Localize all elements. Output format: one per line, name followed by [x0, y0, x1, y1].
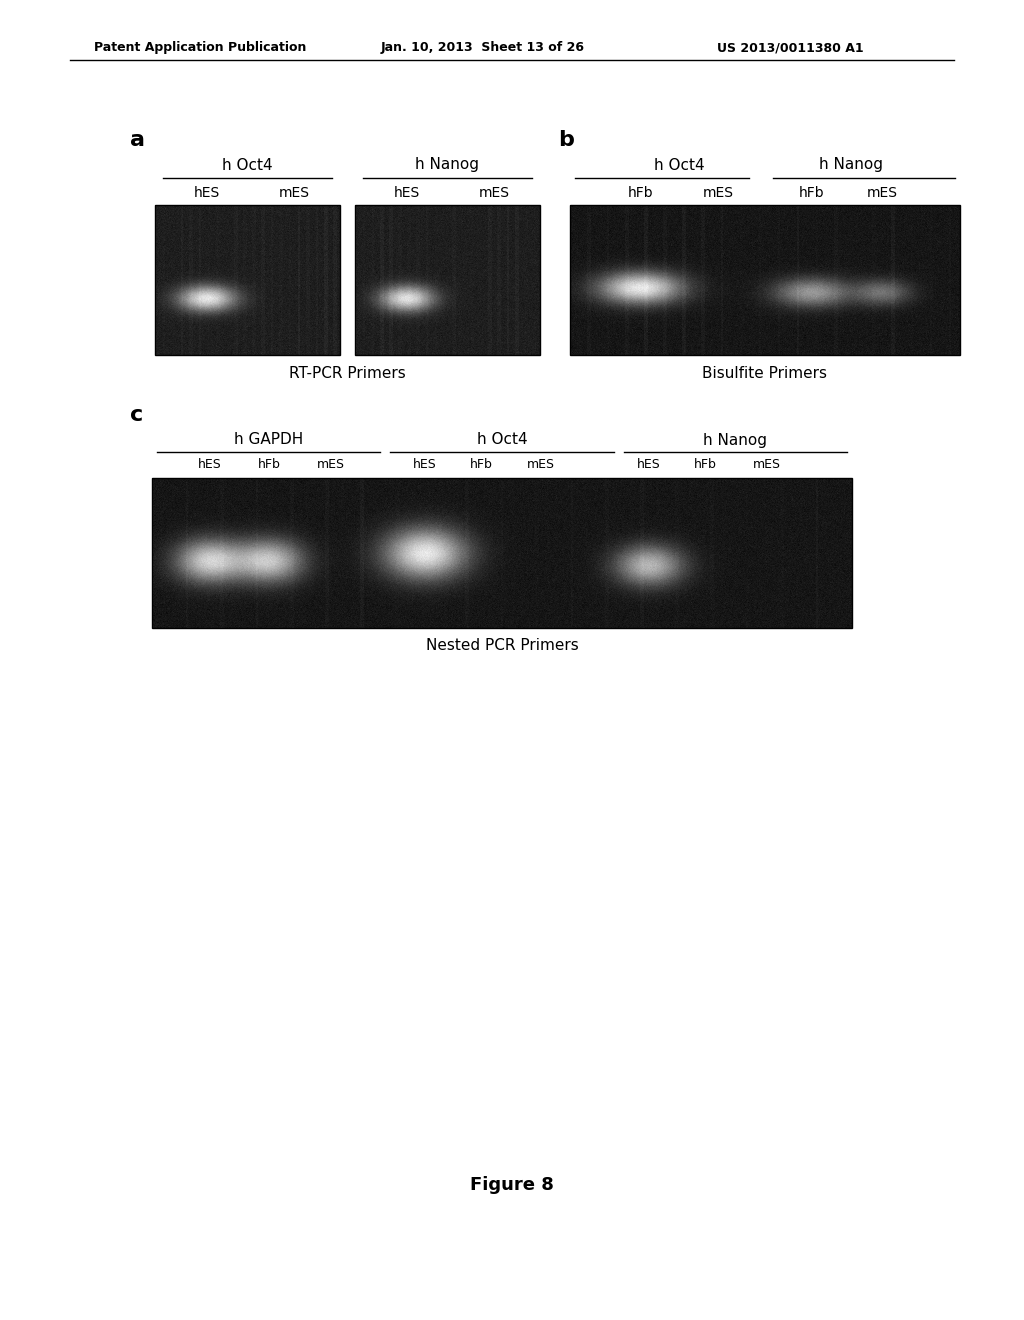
Bar — [570, 205, 961, 355]
Text: h Nanog: h Nanog — [415, 157, 479, 173]
Text: hFb: hFb — [628, 186, 653, 201]
Text: mES: mES — [866, 186, 897, 201]
Text: mES: mES — [279, 186, 309, 201]
Text: h Nanog: h Nanog — [703, 433, 767, 447]
Text: mES: mES — [526, 458, 555, 471]
Text: RT-PCR Primers: RT-PCR Primers — [289, 366, 406, 380]
Text: hES: hES — [637, 458, 660, 471]
Text: hFb: hFb — [693, 458, 717, 471]
Text: Figure 8: Figure 8 — [470, 1176, 554, 1195]
Text: US 2013/0011380 A1: US 2013/0011380 A1 — [717, 41, 863, 54]
Bar — [155, 205, 340, 355]
Text: b: b — [558, 129, 573, 150]
Text: hFb: hFb — [799, 186, 824, 201]
Bar — [355, 205, 540, 355]
Text: mES: mES — [702, 186, 734, 201]
Text: Bisulfite Primers: Bisulfite Primers — [702, 366, 827, 380]
Text: Patent Application Publication: Patent Application Publication — [94, 41, 306, 54]
Text: a: a — [130, 129, 145, 150]
Text: mES: mES — [753, 458, 780, 471]
Text: hES: hES — [413, 458, 437, 471]
Text: mES: mES — [478, 186, 509, 201]
Text: Nested PCR Primers: Nested PCR Primers — [426, 639, 579, 653]
Text: h Nanog: h Nanog — [819, 157, 883, 173]
Text: hES: hES — [393, 186, 420, 201]
Text: hFb: hFb — [257, 458, 281, 471]
Text: h GAPDH: h GAPDH — [234, 433, 303, 447]
Text: h Oct4: h Oct4 — [654, 157, 705, 173]
Text: c: c — [130, 405, 143, 425]
Text: hFb: hFb — [470, 458, 493, 471]
Bar — [152, 478, 852, 628]
Text: Jan. 10, 2013  Sheet 13 of 26: Jan. 10, 2013 Sheet 13 of 26 — [381, 41, 585, 54]
Text: h Oct4: h Oct4 — [221, 157, 272, 173]
Text: mES: mES — [316, 458, 344, 471]
Text: hES: hES — [194, 186, 220, 201]
Text: h Oct4: h Oct4 — [477, 433, 527, 447]
Text: hES: hES — [198, 458, 221, 471]
